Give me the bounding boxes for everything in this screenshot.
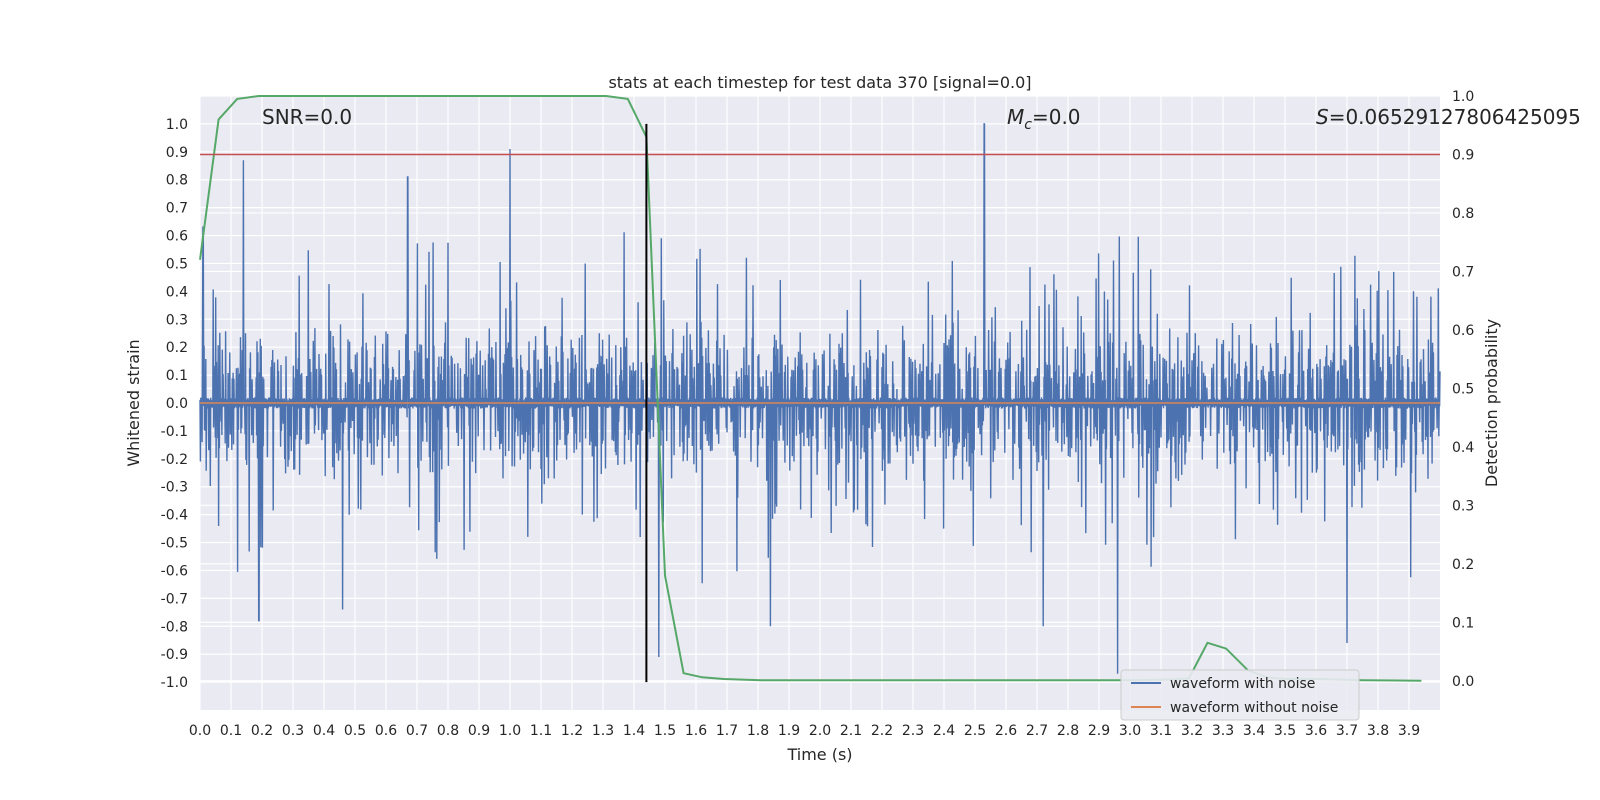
x-tick-label: 1.8 bbox=[747, 723, 769, 739]
x-tick-label: 2.7 bbox=[1026, 723, 1048, 739]
x-tick-label: 1.6 bbox=[685, 723, 707, 739]
x-tick-label: 0.5 bbox=[344, 723, 366, 739]
x-tick-label: 2.8 bbox=[1057, 723, 1079, 739]
x-tick-label: 3.0 bbox=[1119, 723, 1141, 739]
x-tick-label: 2.5 bbox=[964, 723, 986, 739]
y-tick-label: -0.1 bbox=[161, 424, 188, 440]
x-tick-label: 1.5 bbox=[654, 723, 676, 739]
x-tick-label: 1.7 bbox=[716, 723, 738, 739]
x-tick-label: 0.3 bbox=[282, 723, 304, 739]
x-tick-label: 2.3 bbox=[902, 723, 924, 739]
series-waveform-with-noise bbox=[199, 123, 1441, 674]
y-right-tick-label: 0.6 bbox=[1452, 323, 1474, 339]
annotation-snr: SNR=0.0 bbox=[262, 105, 352, 129]
x-tick-label: 3.6 bbox=[1305, 723, 1327, 739]
y-tick-label: 0.8 bbox=[166, 173, 188, 189]
y-right-tick-label: 0.8 bbox=[1452, 206, 1474, 222]
x-tick-label: 2.4 bbox=[933, 723, 955, 739]
y-tick-label: -0.3 bbox=[161, 480, 188, 496]
y-tick-label: 0.2 bbox=[166, 340, 188, 356]
y-right-tick-label: 0.5 bbox=[1452, 381, 1474, 397]
y-right-tick-label: 0.3 bbox=[1452, 498, 1474, 514]
x-tick-label: 2.1 bbox=[840, 723, 862, 739]
y-right-tick-label: 0.0 bbox=[1452, 674, 1474, 690]
x-tick-label: 0.9 bbox=[468, 723, 490, 739]
x-tick-label: 1.9 bbox=[778, 723, 800, 739]
legend-label-with-noise: waveform with noise bbox=[1170, 676, 1315, 692]
y-right-tick-label: 0.1 bbox=[1452, 615, 1474, 631]
x-tick-label: 2.2 bbox=[871, 723, 893, 739]
annotation-s-value: =0.06529127806425095 bbox=[1329, 105, 1581, 129]
chart-title: stats at each timestep for test data 370… bbox=[608, 73, 1031, 92]
legend-box bbox=[1120, 669, 1360, 721]
x-tick-label: 3.8 bbox=[1367, 723, 1389, 739]
x-tick-label: 3.3 bbox=[1212, 723, 1234, 739]
x-tick-label: 2.6 bbox=[995, 723, 1017, 739]
annotation-s-symbol: S bbox=[1316, 105, 1329, 129]
y-axis-label: Whitened strain bbox=[124, 339, 143, 466]
y-tick-label: 0.4 bbox=[166, 284, 188, 300]
x-tick-label: 0.8 bbox=[437, 723, 459, 739]
legend-label-without-noise: waveform without noise bbox=[1170, 700, 1338, 716]
x-tick-label: 1.3 bbox=[592, 723, 614, 739]
y-tick-label: -0.8 bbox=[161, 619, 188, 635]
y-right-tick-label: 0.9 bbox=[1452, 147, 1474, 163]
annotation-mc: Mc=0.0 bbox=[1007, 105, 1081, 133]
y-tick-label: -0.2 bbox=[161, 452, 188, 468]
x-tick-label: 0.1 bbox=[220, 723, 242, 739]
y-tick-label: 0.0 bbox=[166, 396, 188, 412]
reference-lines bbox=[200, 123, 1440, 683]
y-right-tick-label: 1.0 bbox=[1452, 89, 1474, 105]
y-tick-label: -0.6 bbox=[161, 563, 188, 579]
y-tick-label: 1.0 bbox=[166, 117, 188, 133]
x-tick-label: 0.6 bbox=[375, 723, 397, 739]
x-tick-label: 1.4 bbox=[623, 723, 645, 739]
annotation-mc-subscript: c bbox=[1024, 117, 1032, 133]
y-right-tick-label: 0.2 bbox=[1452, 557, 1474, 573]
annotation-mc-value: =0.0 bbox=[1032, 105, 1081, 129]
annotation-mc-symbol: M bbox=[1007, 105, 1024, 129]
x-tick-label: 0.0 bbox=[189, 723, 211, 739]
annotation-s: S=0.06529127806425095 bbox=[1316, 105, 1581, 129]
y-tick-label: -1.0 bbox=[161, 675, 188, 691]
y-tick-label: 0.9 bbox=[166, 145, 188, 161]
x-tick-label: 3.2 bbox=[1181, 723, 1203, 739]
x-tick-label: 1.0 bbox=[499, 723, 521, 739]
y-tick-label: 0.3 bbox=[166, 312, 188, 328]
legend: waveform with noise waveform without noi… bbox=[1120, 669, 1360, 721]
y-tick-label: 0.6 bbox=[166, 229, 188, 245]
x-tick-label: 3.9 bbox=[1398, 723, 1420, 739]
series-detection-probability bbox=[199, 95, 1422, 682]
x-tick-label: 3.4 bbox=[1243, 723, 1265, 739]
y-tick-label: 0.7 bbox=[166, 201, 188, 217]
y-right-tick-label: 0.7 bbox=[1452, 264, 1474, 280]
x-tick-label: 0.2 bbox=[251, 723, 273, 739]
y-right-tick-labels: 1.0 0.9 0.8 0.7 0.6 0.5 0.4 0.3 0.2 0.1 0.0 bbox=[1452, 89, 1474, 690]
y-tick-label: -0.7 bbox=[161, 591, 188, 607]
y-tick-label: 0.5 bbox=[166, 256, 188, 272]
y-right-axis-label: Detection probability bbox=[1482, 319, 1501, 487]
x-tick-labels: 0.0 0.1 0.2 0.3 0.4 0.5 0.6 0.7 0.8 0.9 1.0 1.1 1.2 1… bbox=[189, 723, 1420, 739]
x-tick-label: 2.0 bbox=[809, 723, 831, 739]
x-tick-label: 3.1 bbox=[1150, 723, 1172, 739]
x-tick-label: 2.9 bbox=[1088, 723, 1110, 739]
y-tick-label: 0.1 bbox=[166, 368, 188, 384]
y-tick-labels: 1.0 0.9 0.8 0.7 0.6 0.5 0.4 0.3 0.2 0.1 0.0 -0.1 -0.… bbox=[161, 117, 188, 691]
x-tick-label: 1.2 bbox=[561, 723, 583, 739]
y-right-tick-label: 0.4 bbox=[1452, 440, 1474, 456]
y-tick-label: -0.9 bbox=[161, 647, 188, 663]
waveform-with-noise-line bbox=[199, 123, 1441, 674]
y-tick-label: -0.4 bbox=[161, 508, 188, 524]
x-tick-label: 0.7 bbox=[406, 723, 428, 739]
x-tick-label: 3.7 bbox=[1336, 723, 1358, 739]
detection-probability-line bbox=[199, 95, 1422, 682]
x-tick-label: 1.1 bbox=[530, 723, 552, 739]
x-axis-label: Time (s) bbox=[786, 745, 852, 764]
x-tick-label: 0.4 bbox=[313, 723, 335, 739]
y-tick-label: -0.5 bbox=[161, 536, 188, 552]
x-tick-label: 3.5 bbox=[1274, 723, 1296, 739]
